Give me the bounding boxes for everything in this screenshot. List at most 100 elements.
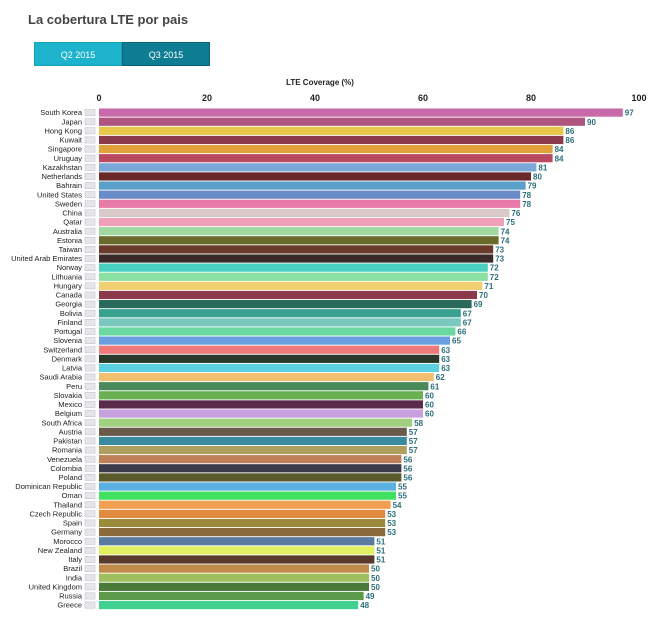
bar[interactable]	[99, 436, 407, 446]
data-label: 63	[441, 364, 450, 373]
bar[interactable]	[99, 144, 553, 154]
bar[interactable]	[99, 482, 396, 491]
bar[interactable]	[99, 245, 494, 254]
bar[interactable]	[99, 108, 623, 117]
bar[interactable]	[99, 600, 359, 610]
bar[interactable]	[99, 455, 402, 464]
flag-icon	[84, 191, 96, 199]
data-label: 72	[490, 273, 499, 282]
flag-icon	[84, 291, 96, 299]
bar[interactable]	[99, 172, 531, 181]
data-label: 48	[360, 601, 369, 610]
bar[interactable]	[99, 372, 434, 382]
flag-icon	[84, 282, 96, 290]
bar[interactable]	[99, 227, 499, 236]
bar[interactable]	[99, 181, 526, 190]
category-label: United Arab Emirates	[11, 254, 82, 263]
data-label: 57	[409, 428, 418, 437]
bar[interactable]	[99, 491, 396, 500]
data-label: 51	[376, 556, 385, 565]
category-label: Venezuela	[47, 455, 83, 464]
data-label: 56	[403, 455, 412, 464]
data-label: 69	[474, 300, 483, 309]
category-label: India	[66, 573, 83, 582]
bar[interactable]	[99, 263, 488, 272]
category-label: Brazil	[63, 564, 82, 573]
bar[interactable]	[99, 208, 510, 218]
bar[interactable]	[99, 528, 386, 537]
bar[interactable]	[99, 327, 456, 336]
bar[interactable]	[99, 518, 386, 528]
bar[interactable]	[99, 309, 461, 318]
flag-icon	[84, 218, 96, 226]
category-label: Canada	[56, 291, 83, 300]
flag-icon	[84, 528, 96, 536]
bar[interactable]	[99, 537, 375, 546]
bar[interactable]	[99, 154, 553, 163]
bar[interactable]	[99, 445, 407, 455]
flag-icon	[84, 464, 96, 472]
flag-icon	[84, 510, 96, 518]
bar[interactable]	[99, 290, 477, 300]
data-label: 74	[501, 236, 510, 245]
tab-q2-2015[interactable]: Q2 2015	[34, 42, 122, 66]
bar[interactable]	[99, 117, 585, 126]
bar[interactable]	[99, 391, 423, 400]
bar[interactable]	[99, 582, 369, 591]
flag-icon	[84, 328, 96, 335]
bar[interactable]	[99, 418, 413, 427]
bar[interactable]	[99, 555, 375, 564]
data-label: 67	[463, 309, 472, 318]
bar[interactable]	[99, 427, 407, 436]
bar[interactable]	[99, 190, 521, 199]
data-label: 73	[495, 246, 504, 255]
bar[interactable]	[99, 500, 391, 509]
data-label: 84	[555, 145, 564, 154]
flag-icon	[84, 601, 96, 609]
data-label: 70	[479, 291, 488, 300]
data-label: 76	[511, 209, 520, 218]
category-label: Switzerland	[43, 345, 82, 354]
bar[interactable]	[99, 409, 423, 418]
bar[interactable]	[99, 336, 450, 345]
data-label: 50	[371, 574, 380, 583]
category-label: Belgium	[55, 409, 82, 418]
category-label: United States	[37, 190, 82, 199]
bar[interactable]	[99, 199, 521, 208]
axis-title: LTE Coverage (%)	[286, 78, 354, 87]
bar[interactable]	[99, 464, 402, 473]
data-label: 62	[436, 373, 445, 382]
flag-icon	[84, 209, 96, 217]
bar[interactable]	[99, 591, 364, 601]
bar[interactable]	[99, 573, 369, 582]
flag-icon	[84, 300, 96, 308]
bar[interactable]	[99, 400, 423, 409]
bar[interactable]	[99, 300, 472, 309]
bar[interactable]	[99, 473, 402, 482]
bar[interactable]	[99, 236, 499, 245]
data-label: 61	[430, 382, 439, 391]
bar[interactable]	[99, 363, 440, 373]
bar[interactable]	[99, 382, 429, 391]
bar[interactable]	[99, 281, 483, 290]
flag-icon	[84, 492, 96, 499]
bar[interactable]	[99, 345, 440, 354]
flag-icon	[84, 273, 96, 281]
bar[interactable]	[99, 163, 537, 172]
bar[interactable]	[99, 318, 461, 327]
bar[interactable]	[99, 354, 440, 363]
bar[interactable]	[99, 509, 386, 518]
tab-q3-2015[interactable]: Q3 2015	[122, 42, 210, 66]
category-label: Pakistan	[53, 437, 82, 446]
bar[interactable]	[99, 564, 369, 573]
bar[interactable]	[99, 272, 488, 281]
bar[interactable]	[99, 217, 504, 227]
bar[interactable]	[99, 135, 564, 145]
flag-icon	[84, 264, 96, 271]
bar[interactable]	[99, 126, 564, 135]
data-label: 86	[565, 127, 574, 136]
bar[interactable]	[99, 546, 375, 555]
flag-icon	[84, 373, 96, 381]
flag-icon	[84, 200, 96, 208]
bar[interactable]	[99, 254, 494, 263]
